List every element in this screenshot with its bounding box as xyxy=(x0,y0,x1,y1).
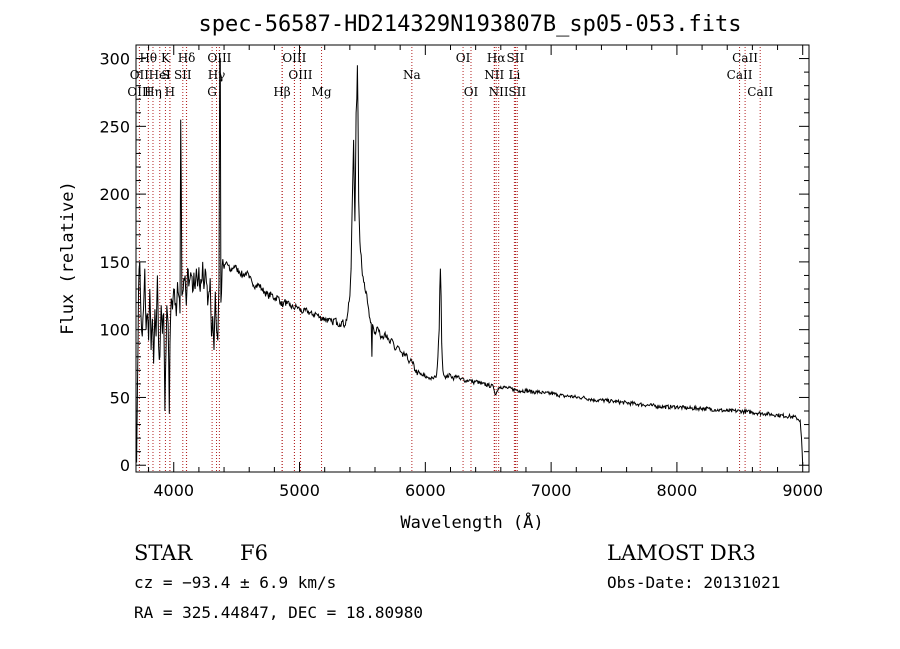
x-tick-label: 4000 xyxy=(153,481,194,500)
line-label: OI xyxy=(464,85,479,99)
spectrum-line xyxy=(135,58,804,466)
x-tick-label: 7000 xyxy=(531,481,572,500)
line-label: NII xyxy=(489,85,509,99)
y-tick-label: 300 xyxy=(99,50,130,69)
line-label: Na xyxy=(403,68,421,82)
y-axis: 0 50 100 150 200 250 300 xyxy=(99,50,809,475)
line-label: K xyxy=(161,51,171,65)
line-label: Hα xyxy=(487,51,506,65)
observation-date: Obs-Date: 20131021 xyxy=(607,573,780,592)
x-axis: 4000 5000 6000 7000 8000 9000 xyxy=(148,45,823,500)
redshift-readout: cz = −93.4 ± 6.9 km/s xyxy=(134,573,336,592)
x-tick-label: 8000 xyxy=(657,481,698,500)
x-tick-label: 6000 xyxy=(405,481,446,500)
line-label: G xyxy=(207,85,217,99)
y-axis-label: Flux (relative) xyxy=(58,181,78,335)
line-label: CaII xyxy=(747,85,773,99)
line-label: Hθ xyxy=(139,51,157,65)
line-label: Hγ xyxy=(208,68,226,82)
line-label: CaII xyxy=(727,68,753,82)
line-label: OIII xyxy=(127,85,151,99)
plot-frame xyxy=(135,44,810,473)
chart-title: spec-56587-HD214329N193807B_sp05-053.fit… xyxy=(198,12,741,37)
line-label: OI xyxy=(456,51,471,65)
object-subclass: F6 xyxy=(240,541,268,565)
line-label: Li xyxy=(508,68,520,82)
line-label: S xyxy=(161,68,169,82)
line-label: H xyxy=(165,85,175,99)
line-label: OIII xyxy=(207,51,231,65)
y-tick-label: 50 xyxy=(110,388,130,407)
line-label: Hβ xyxy=(273,85,290,99)
object-class: STAR xyxy=(134,541,193,565)
y-tick-label: 100 xyxy=(99,321,130,340)
line-label: CaII xyxy=(732,51,758,65)
y-tick-label: 150 xyxy=(99,253,130,272)
line-label: SII xyxy=(174,68,192,82)
y-tick-label: 0 xyxy=(120,456,130,475)
line-label: Mg xyxy=(312,85,332,99)
line-label: OII xyxy=(130,68,150,82)
y-tick-label: 250 xyxy=(99,117,130,136)
y-tick-label: 200 xyxy=(99,185,130,204)
x-axis-label: Wavelength (Å) xyxy=(400,511,543,533)
x-tick-label: 9000 xyxy=(782,481,823,500)
line-label: NII xyxy=(484,68,504,82)
line-label: SII xyxy=(508,85,526,99)
line-label: OIII xyxy=(288,68,312,82)
coordinates-readout: RA = 325.44847, DEC = 18.80980 xyxy=(134,603,423,622)
line-label: Hη xyxy=(144,85,162,99)
line-label: OIII xyxy=(282,51,306,65)
x-tick-label: 5000 xyxy=(279,481,320,500)
survey-name: LAMOST DR3 xyxy=(607,541,756,565)
line-label: SII xyxy=(507,51,525,65)
line-label: HeI xyxy=(149,68,172,82)
line-label: Hδ xyxy=(178,51,196,65)
line-markers xyxy=(138,47,761,472)
